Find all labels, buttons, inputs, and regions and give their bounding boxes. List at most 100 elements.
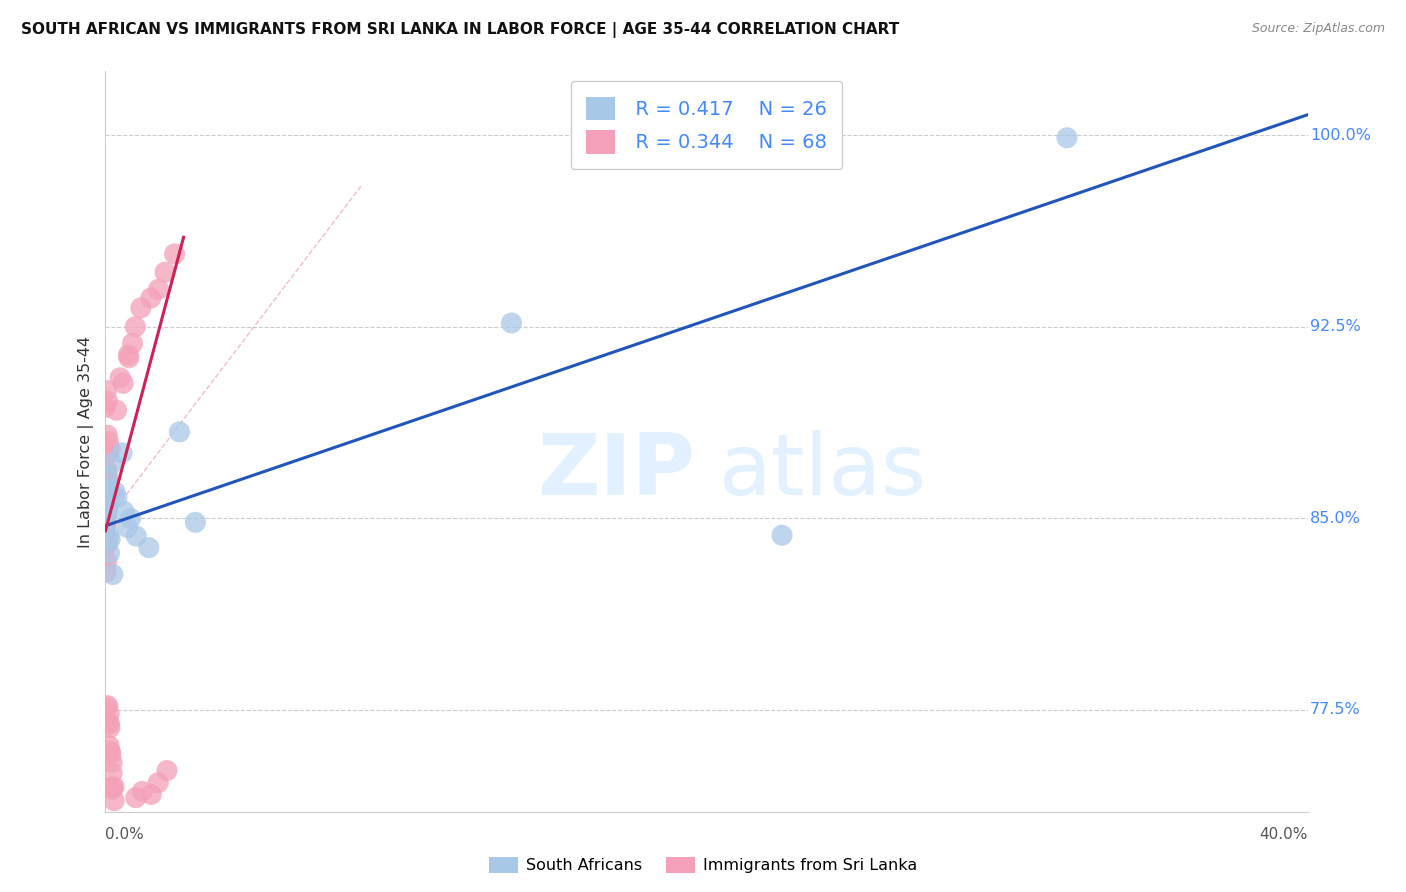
- Legend: South Africans, Immigrants from Sri Lanka: South Africans, Immigrants from Sri Lank…: [482, 850, 924, 880]
- Text: atlas: atlas: [718, 430, 927, 513]
- Text: 0.0%: 0.0%: [105, 827, 145, 842]
- Text: 85.0%: 85.0%: [1310, 510, 1361, 525]
- Point: [96, 475, 118, 489]
- Point: [118, 351, 141, 365]
- Point: [108, 371, 131, 385]
- Point: [97, 482, 120, 496]
- Point: [96, 507, 118, 521]
- Text: Source: ZipAtlas.com: Source: ZipAtlas.com: [1251, 22, 1385, 36]
- Y-axis label: In Labor Force | Age 35-44: In Labor Force | Age 35-44: [79, 335, 94, 548]
- Point: [94, 486, 117, 500]
- Point: [96, 463, 118, 477]
- Point: [94, 515, 117, 529]
- Point: [98, 442, 121, 456]
- Point: [117, 520, 139, 534]
- Point: [96, 485, 118, 500]
- Point: [104, 484, 127, 499]
- Point: [100, 747, 122, 761]
- Point: [148, 282, 170, 296]
- Text: 100.0%: 100.0%: [1310, 128, 1371, 143]
- Point: [97, 698, 120, 713]
- Point: [105, 491, 128, 505]
- Point: [138, 541, 160, 555]
- Point: [94, 519, 117, 533]
- Point: [101, 782, 124, 797]
- Point: [96, 502, 118, 516]
- Point: [98, 484, 121, 499]
- Point: [96, 470, 118, 484]
- Point: [124, 319, 146, 334]
- Point: [131, 784, 153, 798]
- Text: 92.5%: 92.5%: [1310, 319, 1361, 334]
- Point: [770, 528, 793, 542]
- Point: [98, 739, 121, 753]
- Point: [96, 505, 118, 519]
- Text: 40.0%: 40.0%: [1260, 827, 1308, 842]
- Point: [163, 247, 186, 261]
- Point: [96, 565, 118, 579]
- Point: [98, 744, 121, 758]
- Point: [97, 717, 120, 731]
- Point: [101, 456, 124, 470]
- Point: [96, 519, 118, 533]
- Point: [501, 316, 523, 330]
- Point: [94, 511, 117, 525]
- Point: [112, 376, 135, 391]
- Point: [98, 716, 121, 731]
- Point: [97, 529, 120, 543]
- Point: [97, 495, 120, 509]
- Point: [96, 491, 118, 506]
- Point: [129, 301, 152, 315]
- Legend:   R = 0.417    N = 26,   R = 0.344    N = 68: R = 0.417 N = 26, R = 0.344 N = 68: [571, 81, 842, 169]
- Point: [97, 434, 120, 449]
- Point: [94, 490, 117, 504]
- Point: [148, 776, 170, 790]
- Point: [98, 546, 121, 560]
- Point: [94, 538, 117, 552]
- Point: [101, 766, 124, 780]
- Point: [96, 700, 118, 714]
- Point: [98, 533, 121, 547]
- Point: [101, 780, 124, 794]
- Point: [96, 464, 118, 478]
- Point: [96, 469, 118, 483]
- Text: SOUTH AFRICAN VS IMMIGRANTS FROM SRI LANKA IN LABOR FORCE | AGE 35-44 CORRELATIO: SOUTH AFRICAN VS IMMIGRANTS FROM SRI LAN…: [21, 22, 900, 38]
- Point: [94, 533, 117, 547]
- Point: [94, 477, 117, 491]
- Point: [153, 265, 176, 279]
- Point: [96, 535, 118, 549]
- Point: [1056, 130, 1078, 145]
- Point: [98, 721, 121, 735]
- Point: [156, 764, 179, 778]
- Point: [98, 706, 121, 721]
- Point: [97, 447, 120, 461]
- Point: [96, 428, 118, 442]
- Point: [94, 401, 117, 415]
- Point: [96, 502, 118, 516]
- Point: [96, 508, 118, 522]
- Point: [139, 291, 162, 305]
- Text: ZIP: ZIP: [537, 430, 695, 513]
- Point: [96, 466, 118, 480]
- Text: 77.5%: 77.5%: [1310, 702, 1361, 717]
- Point: [94, 521, 117, 535]
- Point: [94, 508, 117, 522]
- Point: [97, 483, 120, 497]
- Point: [169, 425, 191, 439]
- Point: [96, 554, 118, 568]
- Point: [96, 498, 118, 512]
- Point: [94, 507, 117, 521]
- Point: [105, 403, 128, 417]
- Point: [112, 504, 135, 518]
- Point: [101, 567, 124, 582]
- Point: [96, 494, 118, 508]
- Point: [94, 508, 117, 523]
- Point: [141, 788, 163, 802]
- Point: [94, 540, 117, 554]
- Point: [111, 446, 134, 460]
- Point: [125, 529, 148, 543]
- Point: [103, 794, 125, 808]
- Point: [97, 394, 120, 409]
- Point: [184, 516, 207, 530]
- Point: [120, 511, 142, 525]
